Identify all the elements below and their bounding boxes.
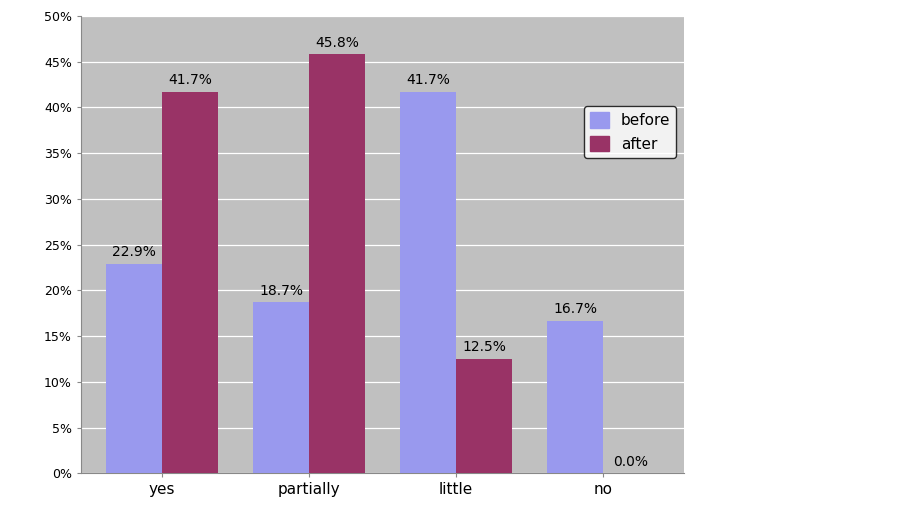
- Text: 45.8%: 45.8%: [315, 36, 359, 49]
- Bar: [456, 359, 512, 473]
- Text: 41.7%: 41.7%: [406, 73, 450, 87]
- Text: 41.7%: 41.7%: [168, 73, 212, 87]
- Bar: [253, 302, 309, 473]
- Text: 12.5%: 12.5%: [462, 340, 506, 355]
- Text: 0.0%: 0.0%: [614, 455, 649, 469]
- Bar: [309, 54, 365, 473]
- Text: 18.7%: 18.7%: [259, 284, 303, 298]
- Bar: [106, 264, 162, 473]
- Text: 22.9%: 22.9%: [112, 245, 156, 259]
- Bar: [547, 320, 603, 473]
- Bar: [400, 92, 456, 473]
- Legend: before, after: before, after: [584, 106, 677, 158]
- Bar: [162, 92, 218, 473]
- Text: 16.7%: 16.7%: [554, 302, 598, 316]
